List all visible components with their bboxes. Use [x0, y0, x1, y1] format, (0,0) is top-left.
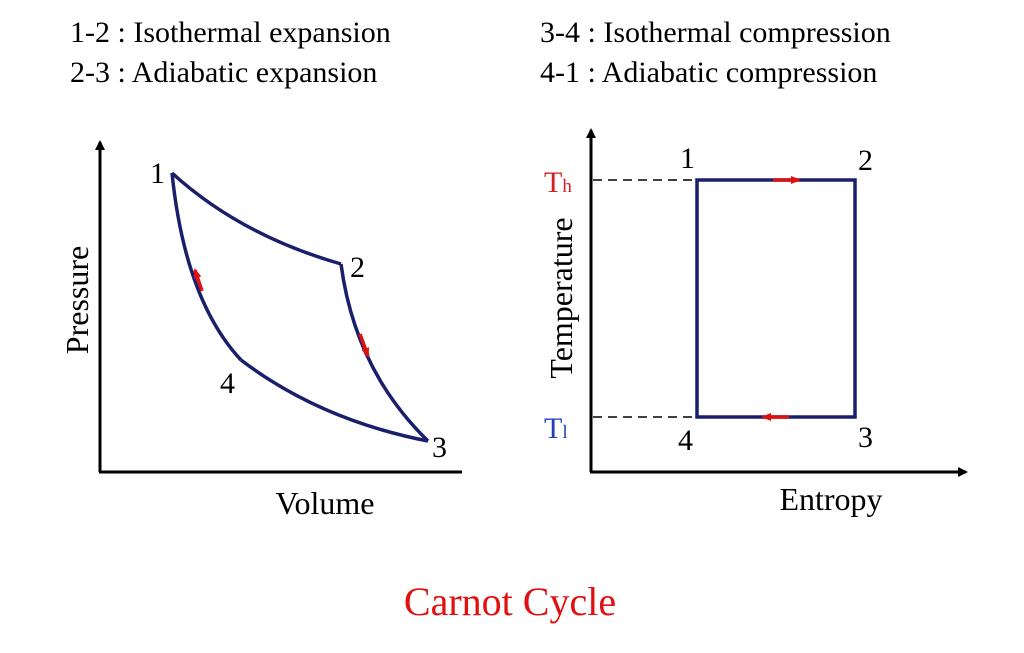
pv-point-1: 1 — [150, 157, 165, 190]
th-main: T — [544, 166, 562, 199]
ts-diagram: 1 2 3 4 Th Tl Temperature Entropy — [543, 128, 968, 517]
legend-1-2: 1-2 : Isothermal expansion — [70, 16, 391, 49]
pv-arrow-2-3 — [358, 333, 370, 358]
pv-diagram: 1 2 3 4 Pressure Volume — [59, 140, 462, 521]
legend-4-1: 4-1 : Adiabatic compression — [540, 56, 877, 89]
figure-title: Carnot Cycle — [404, 579, 616, 624]
tl-main: T — [544, 412, 562, 445]
legend-2-3: 2-3 : Adiabatic expansion — [70, 56, 377, 89]
ts-point-1: 1 — [680, 142, 695, 175]
pv-isothermal-compression — [239, 358, 429, 443]
tl-label: Tl — [544, 412, 568, 445]
legend-3-4: 3-4 : Isothermal compression — [540, 16, 891, 49]
ts-point-4: 4 — [678, 424, 693, 457]
pv-adiabatic-expansion — [339, 263, 430, 443]
pv-adiabatic-compression — [170, 172, 243, 362]
ts-cycle-rectangle — [695, 178, 857, 419]
ts-x-label: Entropy — [779, 481, 882, 517]
th-label: Th — [544, 166, 572, 199]
tl-subscript: l — [562, 422, 567, 443]
pv-x-label: Volume — [276, 485, 375, 521]
pv-point-2: 2 — [350, 251, 365, 284]
pv-point-3: 3 — [432, 431, 447, 464]
ts-y-label: Temperature — [543, 217, 579, 378]
ts-point-3: 3 — [858, 421, 873, 454]
th-subscript: h — [562, 176, 572, 197]
pv-arrow-4-1 — [193, 268, 204, 292]
pv-y-label: Pressure — [59, 246, 95, 354]
pv-point-4: 4 — [220, 367, 235, 400]
ts-point-2: 2 — [858, 144, 873, 177]
pv-isothermal-expansion — [170, 171, 342, 266]
